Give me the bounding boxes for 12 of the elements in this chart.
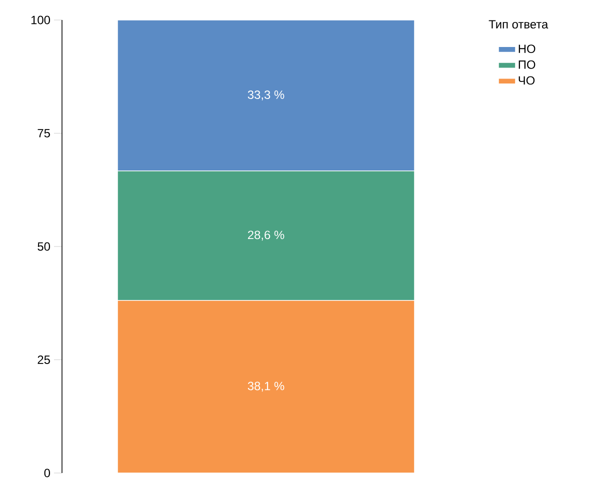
data-label: 33,3 % <box>248 90 284 100</box>
legend-title: Тип ответа <box>488 20 548 29</box>
data-label: 28,6 % <box>248 230 284 241</box>
y-tick-label: 100 <box>31 16 50 24</box>
y-tick-label: 0 <box>44 468 50 478</box>
y-tick-label: 75 <box>38 129 50 138</box>
legend-label: ЧО <box>518 76 535 85</box>
y-tick-label: 50 <box>38 242 50 251</box>
y-tick-label: 25 <box>38 356 50 364</box>
legend-label: НО <box>518 44 536 54</box>
legend-label: ПО <box>518 60 536 69</box>
data-label: 38,1 % <box>248 382 284 392</box>
